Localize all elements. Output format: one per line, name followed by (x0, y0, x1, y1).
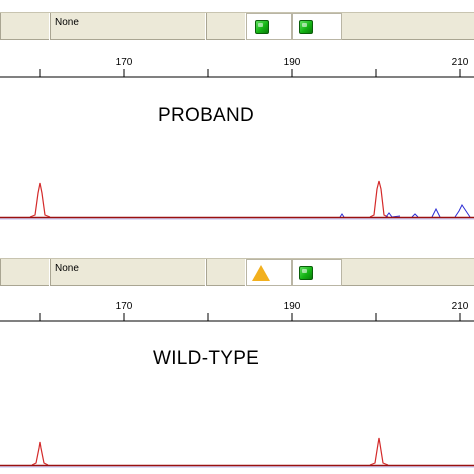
proband-panel: None 170 190 210 PROBAND (0, 12, 474, 220)
size-axis: 170 190 210 (0, 301, 474, 322)
tick-label: 170 (116, 57, 133, 68)
red-peak (369, 437, 389, 466)
wild-type-panel: None 170 190 210 WILD-TYPE (0, 250, 474, 474)
sample-label: PROBAND (158, 105, 255, 126)
marker-cell[interactable] (246, 13, 292, 40)
electropherogram-trace (0, 180, 474, 220)
axis-ticks (39, 313, 461, 321)
axis-ticks (39, 69, 461, 77)
tick-label: 210 (452, 57, 469, 68)
tick-label: 190 (284, 301, 301, 312)
blue-peak (385, 212, 401, 218)
status-text: None (50, 13, 206, 40)
red-peak (369, 180, 389, 218)
red-peak (31, 441, 49, 466)
red-peak (29, 182, 51, 218)
status-bar: None (0, 12, 474, 40)
green-square-icon (299, 20, 313, 34)
status-bar: None (0, 258, 474, 286)
blue-peak (431, 207, 441, 218)
warning-triangle-icon (252, 265, 270, 281)
sample-label: WILD-TYPE (153, 348, 260, 369)
tick-label: 190 (284, 57, 301, 68)
marker-cell[interactable] (292, 13, 342, 40)
status-cell-empty (206, 259, 246, 286)
blue-peak (454, 204, 471, 218)
green-square-icon (299, 266, 313, 280)
status-cell-empty (0, 13, 50, 40)
electropherogram-trace (0, 437, 474, 468)
marker-cell[interactable] (292, 259, 342, 286)
marker-cell[interactable] (246, 259, 292, 286)
tick-label: 170 (116, 301, 133, 312)
size-axis: 170 190 210 (0, 57, 474, 78)
status-cell-empty (206, 13, 246, 40)
green-square-icon (255, 20, 269, 34)
blue-peak (411, 213, 419, 218)
status-text: None (50, 259, 206, 286)
status-cell-empty (0, 259, 50, 286)
tick-label: 210 (452, 301, 469, 312)
blue-peak (339, 213, 345, 218)
